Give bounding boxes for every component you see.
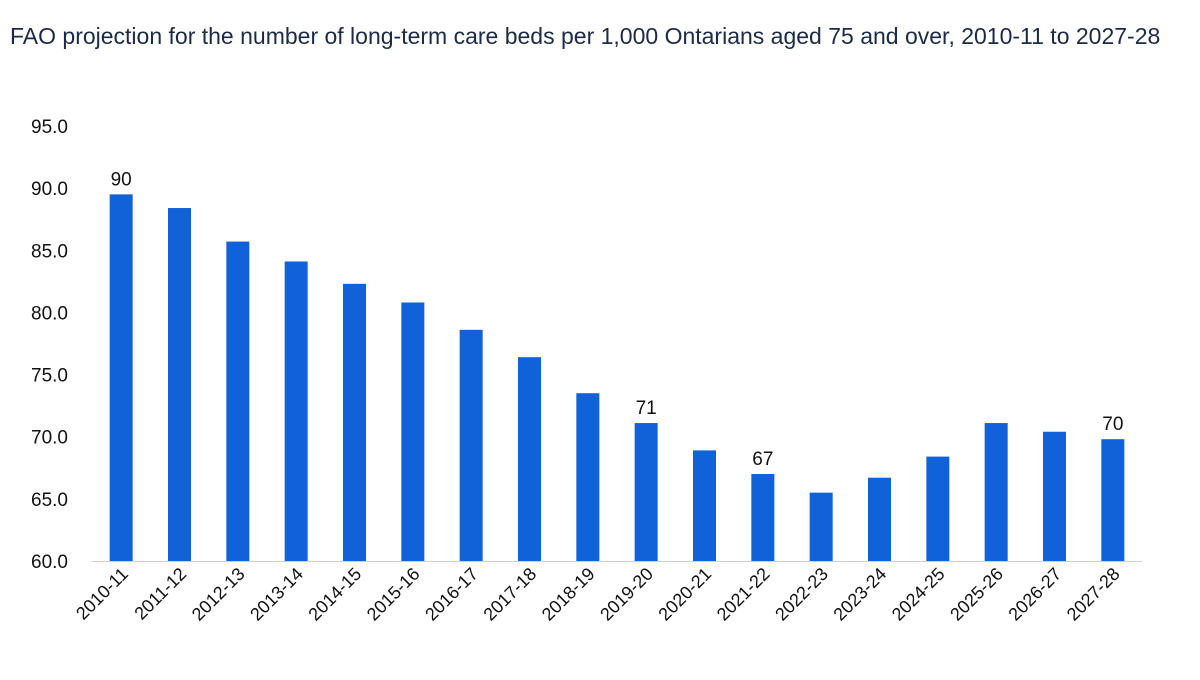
bar-2021-22 [751, 474, 775, 561]
x-tick-label: 2022-23 [771, 564, 832, 625]
y-tick-label: 75.0 [31, 366, 68, 387]
bar-2016-17 [459, 329, 483, 561]
bar-2015-16 [401, 302, 425, 561]
data-labels: 90 71 67 70 [111, 169, 1124, 470]
x-tick-label: 2016-17 [421, 564, 482, 625]
x-tick-label: 2023-24 [829, 564, 890, 625]
bar-2024-25 [926, 456, 950, 561]
bar-2027-28 [1101, 439, 1125, 561]
x-tick-label: 2021-22 [713, 564, 774, 625]
x-tick-label: 2026-27 [1004, 564, 1065, 625]
x-tick-label: 2027-28 [1063, 564, 1124, 625]
bar-2023-24 [868, 477, 891, 561]
x-tick-label: 2012-13 [188, 564, 249, 625]
data-label: 71 [636, 398, 657, 419]
y-tick-label: 60.0 [31, 552, 68, 573]
bar-2012-13 [226, 241, 250, 562]
bar-2014-15 [343, 283, 366, 561]
chart-title: FAO projection for the number of long-te… [10, 23, 1161, 49]
y-tick-label: 65.0 [31, 490, 68, 511]
x-tick-label: 2018-19 [538, 564, 599, 625]
x-tick-label: 2017-18 [479, 564, 540, 625]
y-tick-label: 80.0 [31, 303, 68, 324]
bars [109, 194, 1125, 562]
bar-2020-21 [693, 450, 716, 561]
bar-2019-20 [634, 423, 658, 561]
x-tick-label: 2013-14 [246, 564, 307, 625]
x-axis-labels: 2010-112011-122012-132013-142014-152015-… [72, 564, 1124, 625]
x-tick-label: 2010-11 [72, 564, 132, 624]
y-tick-label: 90.0 [31, 179, 68, 200]
bar-2010-11 [109, 194, 133, 561]
data-label: 67 [752, 449, 773, 470]
bar-2011-12 [168, 208, 191, 561]
y-tick-label: 70.0 [31, 428, 68, 449]
bar-2018-19 [576, 393, 600, 561]
x-tick-label: 2020-21 [654, 564, 715, 625]
x-tick-label: 2011-12 [130, 564, 190, 624]
data-label: 70 [1102, 414, 1123, 435]
bar-2013-14 [284, 261, 308, 561]
bar-2026-27 [1043, 431, 1066, 561]
bar-2025-26 [984, 423, 1008, 561]
x-tick-label: 2014-15 [304, 564, 365, 625]
bar-2017-18 [518, 357, 541, 561]
bar-2022-23 [809, 492, 833, 561]
x-tick-label: 2025-26 [946, 564, 1007, 625]
x-tick-label: 2015-16 [363, 564, 424, 625]
x-tick-label: 2024-25 [888, 564, 949, 625]
x-tick-label: 2019-20 [596, 564, 657, 625]
y-tick-label: 85.0 [31, 241, 68, 262]
y-tick-label: 95.0 [31, 117, 68, 138]
y-axis-ticks: 60.0 65.0 70.0 75.0 80.0 85.0 90.0 95.0 [31, 117, 68, 573]
data-label: 90 [111, 169, 132, 190]
